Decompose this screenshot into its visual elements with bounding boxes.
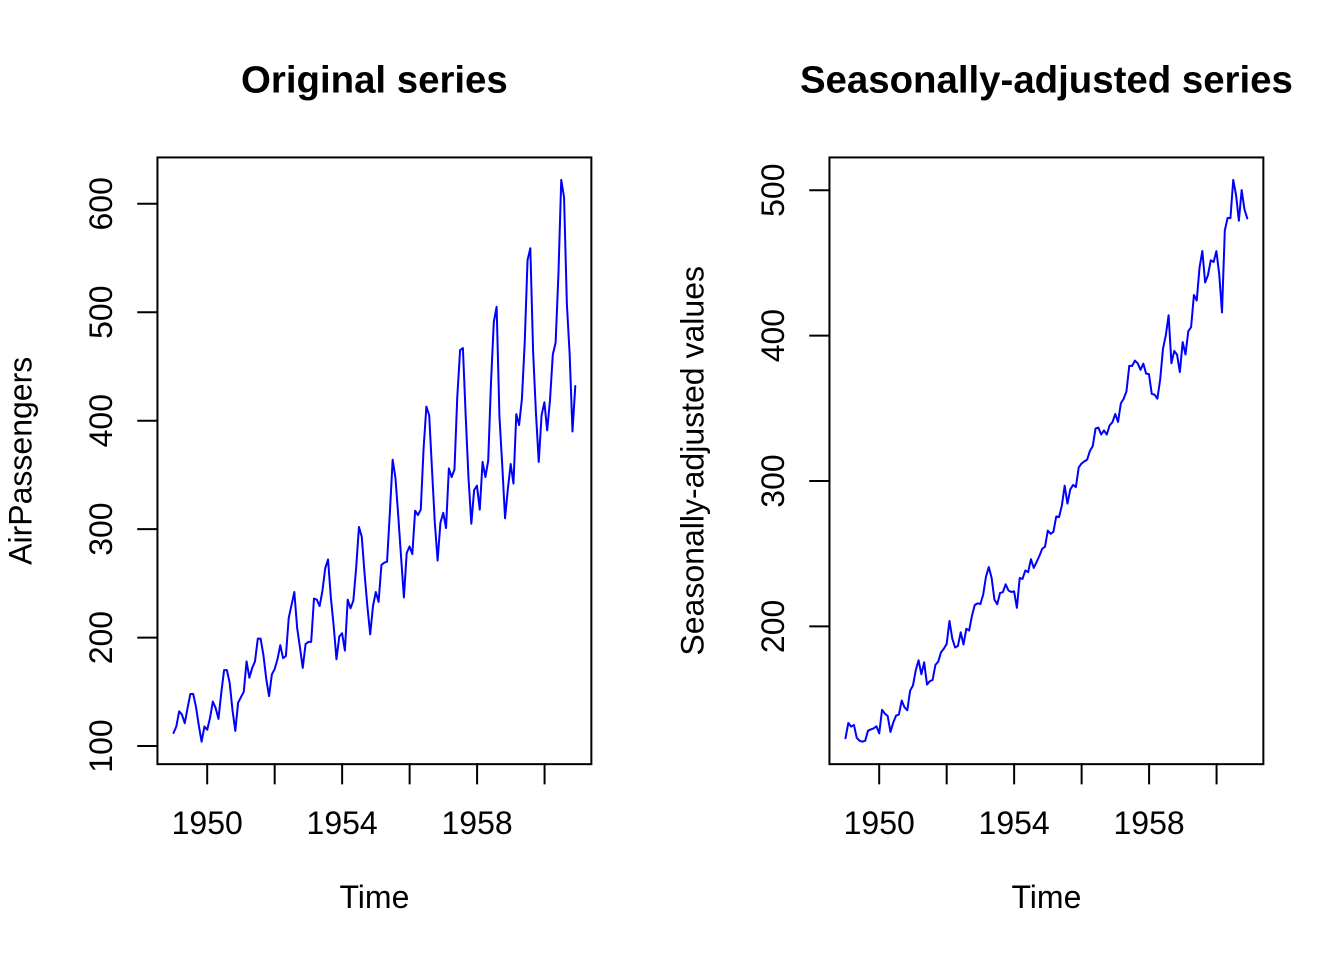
svg-text:300: 300 [83, 502, 119, 555]
svg-text:Time: Time [339, 879, 409, 915]
svg-text:200: 200 [83, 611, 119, 664]
svg-text:400: 400 [83, 394, 119, 447]
svg-text:AirPassengers: AirPassengers [2, 357, 38, 565]
svg-text:500: 500 [755, 164, 791, 217]
svg-text:Seasonally-adjusted values: Seasonally-adjusted values [674, 266, 710, 656]
svg-text:400: 400 [755, 309, 791, 362]
svg-text:100: 100 [83, 719, 119, 772]
svg-text:300: 300 [755, 454, 791, 507]
svg-text:600: 600 [83, 177, 119, 230]
svg-text:200: 200 [755, 600, 791, 653]
svg-text:1958: 1958 [1113, 805, 1184, 841]
svg-text:500: 500 [83, 286, 119, 339]
svg-text:1954: 1954 [307, 805, 378, 841]
svg-text:Seasonally-adjusted series: Seasonally-adjusted series [800, 59, 1293, 102]
svg-text:1950: 1950 [844, 805, 915, 841]
svg-text:Original series: Original series [241, 59, 508, 102]
svg-text:1958: 1958 [441, 805, 512, 841]
svg-text:1954: 1954 [979, 805, 1050, 841]
svg-text:1950: 1950 [172, 805, 243, 841]
svg-text:Time: Time [1011, 879, 1081, 915]
